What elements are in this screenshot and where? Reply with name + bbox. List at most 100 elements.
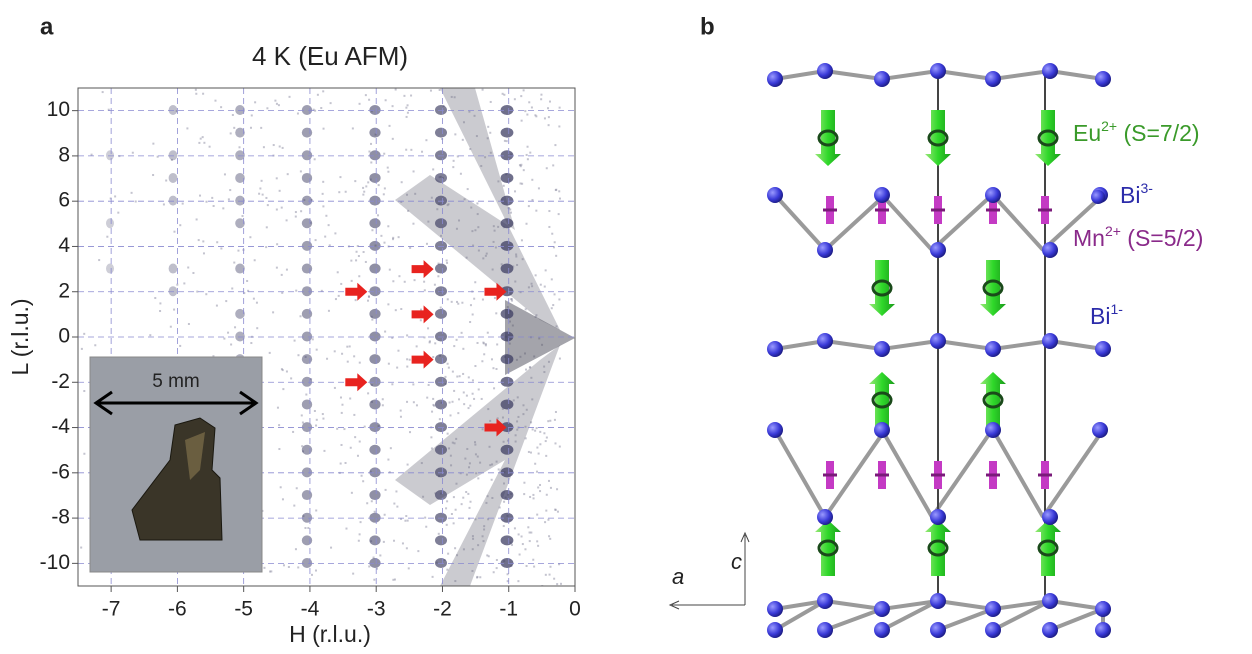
label-sup: 2+ bbox=[1105, 223, 1121, 239]
speckle bbox=[537, 544, 540, 547]
speckle bbox=[496, 417, 499, 420]
speckle bbox=[412, 383, 415, 386]
speckle bbox=[397, 349, 400, 352]
speckle bbox=[528, 540, 531, 543]
speckle bbox=[509, 211, 512, 214]
speckle bbox=[325, 214, 328, 217]
bi-atom bbox=[874, 341, 890, 357]
speckle bbox=[514, 190, 517, 193]
speckle bbox=[109, 197, 112, 200]
speckle bbox=[525, 565, 528, 568]
bragg-spot bbox=[235, 195, 245, 206]
speckle bbox=[454, 508, 457, 511]
scattering-fan bbox=[505, 300, 575, 375]
speckle bbox=[539, 483, 542, 486]
speckle bbox=[520, 239, 523, 242]
speckle bbox=[359, 521, 362, 524]
speckle bbox=[420, 462, 423, 465]
speckle bbox=[493, 296, 496, 299]
speckle bbox=[474, 453, 477, 456]
speckle bbox=[288, 95, 291, 98]
speckle bbox=[527, 286, 530, 289]
speckle bbox=[552, 246, 555, 249]
structure-label: Bi1- bbox=[1090, 301, 1123, 329]
speckle bbox=[514, 280, 517, 283]
speckle bbox=[471, 230, 474, 233]
speckle bbox=[488, 445, 491, 448]
bragg-spot bbox=[106, 263, 114, 274]
bragg-spot bbox=[301, 195, 313, 206]
speckle bbox=[554, 442, 557, 445]
label-sup: 3- bbox=[1140, 180, 1153, 196]
speckle bbox=[363, 190, 366, 193]
speckle bbox=[360, 474, 363, 477]
speckle bbox=[491, 268, 494, 271]
speckle bbox=[272, 144, 275, 147]
bi-atom bbox=[930, 63, 946, 79]
speckle bbox=[194, 88, 197, 91]
speckle bbox=[387, 458, 390, 461]
bragg-spot bbox=[369, 331, 381, 342]
speckle bbox=[548, 573, 551, 576]
speckle bbox=[329, 102, 332, 105]
bragg-spot bbox=[235, 308, 245, 319]
speckle bbox=[280, 273, 283, 276]
speckle bbox=[358, 102, 361, 105]
speckle bbox=[406, 365, 409, 368]
speckle bbox=[484, 254, 487, 257]
speckle bbox=[446, 362, 449, 365]
speckle bbox=[276, 406, 279, 409]
speckle bbox=[373, 578, 376, 581]
speckle bbox=[265, 196, 268, 199]
bi-atom bbox=[874, 187, 890, 203]
speckle bbox=[461, 138, 464, 141]
speckle bbox=[474, 281, 477, 284]
speckle bbox=[492, 240, 495, 243]
speckle bbox=[525, 368, 528, 371]
speckle bbox=[545, 454, 548, 457]
bragg-spot bbox=[301, 308, 313, 319]
speckle bbox=[391, 383, 394, 386]
speckle bbox=[468, 110, 471, 113]
speckle bbox=[459, 472, 462, 475]
speckle bbox=[256, 327, 259, 330]
speckle bbox=[491, 463, 494, 466]
bragg-spot bbox=[301, 218, 313, 229]
speckle bbox=[405, 547, 408, 550]
speckle bbox=[333, 350, 336, 353]
speckle bbox=[295, 289, 298, 292]
speckle bbox=[489, 419, 492, 422]
speckle bbox=[315, 348, 318, 351]
speckle bbox=[281, 146, 284, 149]
bragg-spot bbox=[500, 490, 514, 501]
speckle bbox=[340, 443, 343, 446]
speckle bbox=[537, 187, 540, 190]
speckle bbox=[547, 124, 550, 127]
bi-atom bbox=[817, 333, 833, 349]
speckle bbox=[483, 528, 486, 531]
speckle bbox=[531, 398, 534, 401]
speckle bbox=[354, 299, 357, 302]
speckle bbox=[186, 127, 189, 130]
speckle bbox=[544, 573, 547, 576]
speckle bbox=[83, 332, 86, 335]
speckle bbox=[387, 362, 390, 365]
speckle bbox=[452, 166, 455, 169]
speckle bbox=[199, 137, 202, 140]
speckle bbox=[495, 368, 498, 371]
speckle bbox=[520, 95, 523, 98]
speckle bbox=[489, 151, 492, 154]
speckle bbox=[352, 572, 355, 575]
speckle bbox=[534, 274, 537, 277]
bragg-spot bbox=[301, 240, 313, 251]
speckle bbox=[101, 91, 104, 94]
speckle bbox=[427, 220, 430, 223]
speckle bbox=[243, 292, 246, 295]
speckle bbox=[400, 517, 403, 520]
speckle bbox=[404, 519, 407, 522]
speckle bbox=[406, 193, 409, 196]
speckle bbox=[173, 308, 176, 311]
speckle bbox=[549, 419, 552, 422]
speckle bbox=[392, 236, 395, 239]
speckle bbox=[492, 225, 495, 228]
